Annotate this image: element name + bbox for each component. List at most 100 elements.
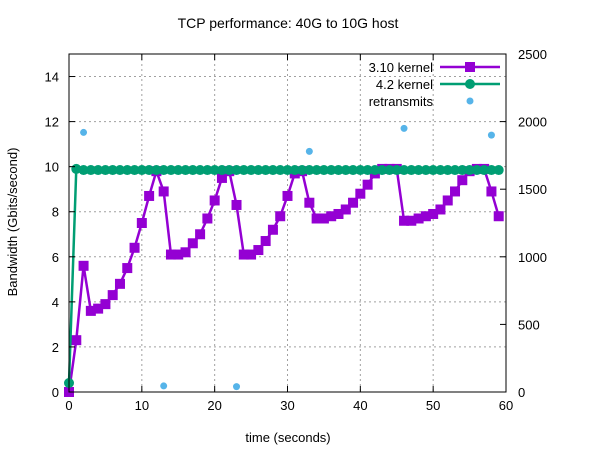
data-point: [114, 278, 125, 289]
data-point: [136, 218, 147, 228]
data-point: [165, 165, 176, 176]
data-point: [100, 299, 111, 310]
y2-tick-label: 500: [518, 317, 540, 332]
y-tick-label: 14: [45, 70, 59, 85]
data-point: [355, 188, 366, 199]
data-point: [78, 260, 89, 271]
legend-swatch-marker: [466, 97, 474, 105]
data-point: [282, 190, 293, 201]
data-point: [233, 383, 241, 391]
data-point: [304, 197, 315, 208]
y-tick-label: 8: [52, 205, 59, 220]
data-point: [93, 303, 104, 314]
data-point: [311, 165, 322, 176]
data-point: [406, 165, 417, 176]
y2-tick-label: 0: [518, 385, 525, 400]
data-point: [209, 195, 220, 206]
data-point: [348, 165, 359, 176]
data-point: [187, 165, 198, 176]
y2-tick-label: 2500: [518, 47, 547, 62]
grid-lines: [69, 54, 506, 392]
data-point: [144, 190, 155, 201]
data-point: [275, 165, 286, 176]
x-tick-label: 40: [353, 398, 367, 413]
data-point: [442, 195, 453, 206]
data-point: [238, 165, 249, 176]
series-line: [67, 167, 500, 393]
data-point: [428, 208, 439, 219]
data-point: [107, 165, 118, 176]
data-point: [151, 165, 162, 176]
data-point: [158, 165, 169, 176]
data-point: [267, 165, 278, 176]
data-point: [318, 165, 329, 176]
data-point: [187, 238, 198, 249]
data-point: [428, 165, 439, 176]
data-point: [180, 247, 191, 258]
x-tick-label: 50: [426, 398, 440, 413]
data-point: [122, 263, 133, 274]
data-point: [165, 249, 176, 260]
data-point: [304, 165, 315, 176]
data-point: [420, 165, 431, 176]
y2-tick-label: 1000: [518, 250, 547, 265]
data-point: [297, 165, 308, 176]
data-point: [457, 175, 468, 186]
data-point: [160, 382, 168, 390]
data-point: [136, 165, 147, 176]
data-point: [209, 165, 220, 176]
data-point: [479, 165, 490, 176]
data-point: [129, 165, 140, 176]
data-point: [289, 165, 300, 176]
y-tick-label: 2: [52, 340, 59, 355]
legend-swatch-marker: [465, 62, 475, 72]
data-point: [340, 204, 351, 215]
data-point: [275, 211, 286, 222]
data-point: [231, 165, 242, 176]
data-point: [71, 335, 82, 346]
series-line: [67, 167, 499, 384]
data-point: [173, 165, 184, 176]
data-point: [311, 213, 322, 224]
data-point: [384, 165, 395, 176]
data-point: [216, 165, 227, 176]
data-point: [369, 165, 380, 176]
data-point: [224, 165, 235, 176]
data-point: [114, 165, 125, 176]
data-point: [158, 186, 169, 197]
legend: 3.10 kernel 4.2 kernel retransmits: [369, 60, 500, 109]
x-tick-label: 60: [499, 398, 513, 413]
data-point: [253, 165, 264, 176]
data-point: [246, 165, 257, 176]
y2-tick-label: 1500: [518, 182, 547, 197]
data-point: [471, 165, 482, 176]
data-point: [486, 165, 497, 176]
data-point: [326, 165, 337, 176]
series-layer: [64, 124, 504, 397]
data-point: [400, 124, 408, 132]
data-point: [399, 215, 410, 226]
x-tick-label: 10: [135, 398, 149, 413]
data-point: [129, 242, 140, 253]
data-point: [420, 211, 431, 222]
data-point: [340, 165, 351, 176]
data-point: [391, 165, 402, 176]
x-tick-label: 20: [207, 398, 221, 413]
data-point: [238, 249, 249, 260]
data-point: [246, 249, 257, 260]
axis-layer: 0 10 20 30 40 50 60 0 2 4 6 8 10 12 14 0 500 1000 1500 2000…: [45, 47, 547, 413]
y-axis-label: Bandwidth (Gbits/second): [5, 148, 20, 297]
data-point: [260, 165, 271, 176]
data-point: [487, 131, 495, 139]
data-point: [450, 165, 461, 176]
data-point: [107, 290, 118, 301]
series-2: [80, 124, 495, 391]
data-point: [85, 165, 96, 176]
data-point: [348, 197, 359, 208]
data-point: [122, 165, 133, 176]
y2-tick-label: 2000: [518, 115, 547, 130]
data-point: [260, 236, 271, 247]
data-point: [493, 165, 504, 176]
chart-title: TCP performance: 40G to 10G host: [178, 15, 399, 31]
data-point: [450, 186, 461, 197]
